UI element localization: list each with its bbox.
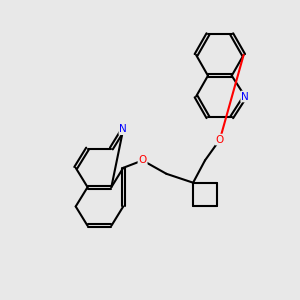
Text: O: O: [216, 135, 224, 145]
Text: N: N: [241, 92, 249, 101]
Text: N: N: [119, 124, 127, 134]
Text: O: O: [138, 155, 147, 165]
